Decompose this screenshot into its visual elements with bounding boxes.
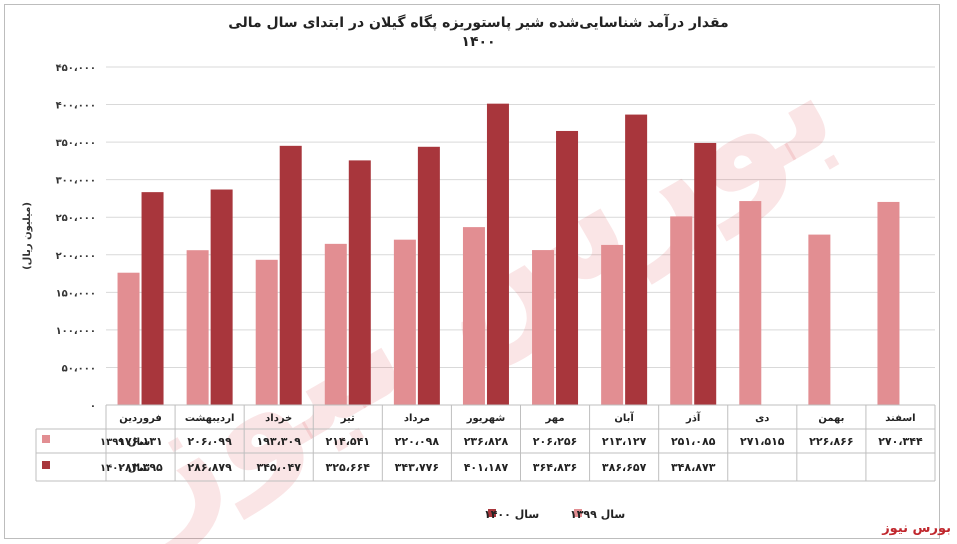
legend-label: سال ۱۳۹۹	[570, 508, 625, 521]
x-category-label: آذر	[685, 411, 701, 424]
chart-title: مقدار درآمد شناسایی‌شده شیر پاستوریزه پگ…	[0, 14, 957, 52]
x-category-label: خرداد	[265, 413, 292, 424]
legend-key	[574, 509, 582, 517]
table-series-name: سال ۱۴۰۰	[100, 463, 150, 474]
table-value: ۴۰۱،۱۸۷	[464, 461, 509, 474]
y-tick-label: ۱۵۰،۰۰۰	[56, 288, 96, 299]
y-tick-label: ۲۰۰،۰۰۰	[56, 251, 96, 262]
bar-1400	[486, 103, 509, 405]
bar-1399	[601, 244, 624, 405]
bar-1399	[808, 234, 831, 405]
bar-1400	[141, 192, 164, 405]
bar-1399	[532, 250, 555, 405]
source-label: بورس نیوز	[882, 521, 951, 536]
table-value: ۳۴۳،۷۷۶	[395, 461, 439, 474]
bar-1399	[117, 272, 140, 405]
table-value: ۱۷۶،۱۳۱	[118, 435, 162, 448]
table-legend-key	[42, 461, 50, 469]
y-tick-label: ۰	[90, 401, 96, 412]
bar-1400	[348, 160, 371, 405]
table-value: ۲۰۶،۰۹۹	[187, 435, 232, 448]
x-category-label: آبان	[614, 411, 634, 424]
table-value: ۲۰۶،۲۵۶	[533, 435, 577, 448]
table-value: ۲۷۱،۵۱۵	[740, 435, 785, 448]
table-legend-key	[42, 435, 50, 443]
x-category-label: دی	[755, 413, 769, 424]
bar-1399	[739, 201, 762, 405]
table-value: ۲۱۳،۱۲۷	[602, 435, 647, 448]
x-category-label: شهریور	[466, 413, 506, 424]
bar-1399	[877, 201, 900, 405]
bar-1400	[210, 189, 233, 405]
y-tick-label: ۴۰۰،۰۰۰	[56, 101, 96, 112]
legend-key	[488, 509, 496, 517]
table-value: ۲۸۶،۸۷۹	[187, 461, 232, 474]
y-tick-label: ۲۵۰،۰۰۰	[56, 213, 96, 224]
table-value: ۲۵۱،۰۸۵	[671, 435, 716, 448]
y-tick-label: ۵۰،۰۰۰	[62, 363, 96, 374]
table-value: ۲۲۰،۰۹۸	[395, 435, 440, 448]
bar-1400	[694, 142, 717, 405]
x-category-label: تیر	[340, 413, 355, 424]
chart-title-line-1: مقدار درآمد شناسایی‌شده شیر پاستوریزه پگ…	[228, 15, 729, 31]
x-category-label: اردیبهشت	[185, 413, 235, 424]
x-category-label: مرداد	[404, 413, 430, 424]
table-series-name: سال ۱۳۹۹	[100, 437, 150, 448]
table-value: ۲۱۴،۵۴۱	[326, 435, 370, 448]
y-tick-label: ۱۰۰،۰۰۰	[56, 326, 96, 337]
legend-label: سال ۱۴۰۰	[484, 508, 539, 521]
table-value: ۲۷۰،۳۴۴	[878, 435, 923, 448]
y-tick-label: ۴۵۰،۰۰۰	[56, 63, 96, 74]
bar-1399	[462, 227, 485, 405]
table-value: ۳۴۵،۰۴۷	[256, 461, 301, 474]
bar-1400	[625, 114, 648, 405]
bar-1399	[393, 239, 416, 405]
table-value: ۲۲۶،۸۶۶	[809, 435, 853, 448]
table-value: ۳۲۵،۶۶۴	[326, 461, 371, 474]
bar-1400	[279, 145, 302, 405]
x-category-label: مهر	[545, 413, 565, 424]
y-axis-label: (میلیون ریال)	[22, 202, 33, 270]
bar-1399	[670, 216, 693, 405]
x-category-label: اسفند	[885, 413, 915, 424]
bar-1399	[255, 259, 278, 405]
table-value: ۳۶۴،۸۳۶	[533, 461, 577, 474]
table-value: ۲۸۳،۳۹۵	[118, 461, 163, 474]
chart-title-line-2: ۱۴۰۰	[461, 34, 496, 50]
table-value: ۲۳۶،۸۲۸	[464, 435, 509, 448]
table-value: ۳۸۶،۶۵۷	[602, 461, 647, 474]
bar-1400	[417, 146, 440, 406]
table-value: ۱۹۳،۳۰۹	[256, 435, 301, 448]
x-category-label: بهمن	[818, 413, 844, 424]
bar-1400	[556, 130, 579, 405]
x-category-label: فروردین	[119, 413, 162, 424]
bar-1399	[324, 243, 347, 405]
bar-1399	[186, 250, 209, 405]
y-tick-label: ۳۵۰،۰۰۰	[56, 138, 96, 149]
y-tick-label: ۳۰۰،۰۰۰	[56, 176, 96, 187]
table-value: ۳۴۸،۸۷۳	[671, 461, 716, 474]
